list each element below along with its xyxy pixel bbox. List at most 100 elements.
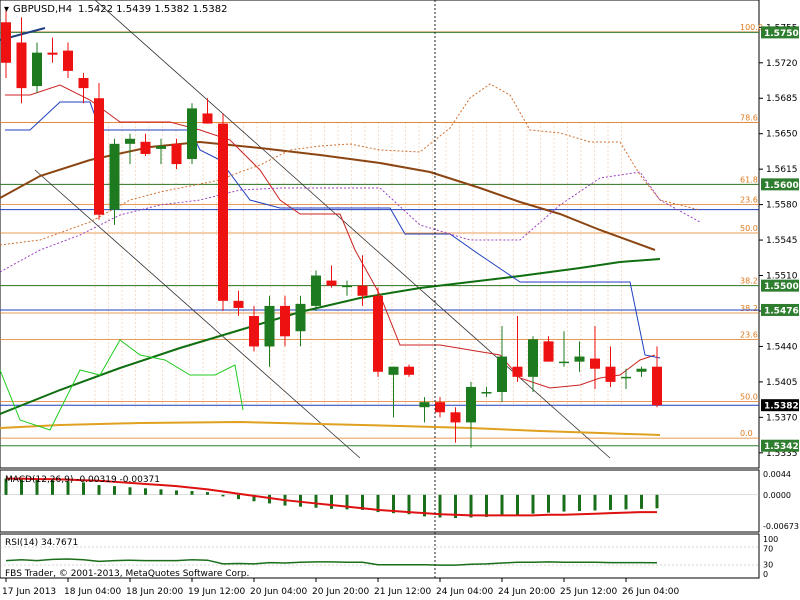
fib-label-7: 23.6 — [740, 330, 758, 339]
price-badge-1.5750 — [761, 26, 799, 39]
macd-bar-36 — [562, 494, 566, 512]
candle-body-21[interactable] — [326, 280, 337, 286]
candle-body-17[interactable] — [264, 305, 275, 347]
x-tick-label-10: 26 Jun 04:00 — [622, 587, 679, 597]
fib-label-4: 50.0 — [740, 224, 758, 233]
tenkan-line — [5, 84, 656, 389]
candle-body-5[interactable] — [78, 77, 89, 89]
candles-layer — [1, 10, 662, 448]
macd-bar-24 — [376, 494, 380, 513]
candle-body-30[interactable] — [466, 386, 476, 423]
price-badge-text-1.5342: 1.5342 — [764, 442, 799, 452]
macd-bar-27 — [423, 494, 426, 517]
trend-channel-lower[interactable] — [34, 169, 361, 459]
x-tick-label-9: 25 Jun 12:00 — [560, 587, 617, 597]
macd-bar-4 — [66, 481, 70, 495]
candle-body-16[interactable] — [249, 316, 259, 347]
candle-body-19[interactable] — [295, 303, 306, 332]
macd-bar-9 — [144, 488, 147, 495]
rsi-label: RSI(14) 34.7671 — [5, 538, 78, 548]
price-badge-text-1.5600: 1.5600 — [764, 181, 799, 191]
candle-body-34[interactable] — [528, 339, 538, 377]
macd-bar-7 — [113, 486, 116, 495]
candle-body-41[interactable] — [636, 368, 647, 372]
footer-copyright: FBS Trader, © 2001-2013, MetaQuotes Soft… — [5, 569, 249, 579]
candle-body-0[interactable] — [1, 22, 11, 63]
candle-body-10[interactable] — [156, 145, 166, 149]
candle-body-33[interactable] — [512, 366, 523, 377]
x-tick-label-2: 18 Jun 20:00 — [126, 587, 183, 597]
price-axis[interactable]: 1.57551.57201.56851.56501.56151.55801.55… — [759, 23, 799, 459]
candle-body-3[interactable] — [47, 52, 58, 55]
price-badge-1.5382 — [761, 399, 799, 412]
fib-label-6: 38.2 — [740, 304, 758, 313]
candle-body-22[interactable] — [342, 285, 352, 288]
candle-body-14[interactable] — [218, 123, 228, 301]
macd-bar-33 — [516, 494, 519, 515]
candle-body-1[interactable] — [16, 42, 27, 89]
candle-body-18[interactable] — [280, 305, 290, 337]
candle-body-12[interactable] — [187, 108, 197, 160]
candle-body-32[interactable] — [497, 356, 507, 393]
price-badge-text-1.5750: 1.5750 — [764, 29, 799, 39]
candle-body-13[interactable] — [202, 113, 213, 124]
fib-label-5: 38.2 — [740, 277, 758, 286]
price-panel[interactable] — [0, 0, 760, 469]
candle-body-15[interactable] — [233, 300, 244, 308]
price-badge-1.5476 — [761, 303, 799, 316]
candle-body-23[interactable] — [357, 285, 368, 296]
x-tick-label-0: 17 Jun 2013 — [2, 587, 56, 597]
fib-label-9: 0.0 — [740, 429, 753, 438]
rsi-panel[interactable] — [0, 533, 760, 579]
candle-body-37[interactable] — [574, 356, 585, 362]
y-tick-label-6: 1.5545 — [766, 236, 798, 246]
y-tick-label-4: 1.5615 — [766, 165, 798, 175]
macd-bar-17 — [268, 494, 271, 504]
macd-bar-0 — [4, 478, 8, 495]
candle-body-9[interactable] — [140, 141, 151, 154]
rsi-tick-1: 70 — [763, 544, 773, 553]
price-badge-text-1.5382: 1.5382 — [764, 402, 799, 412]
candle-body-7[interactable] — [109, 143, 120, 210]
trend-channel-upper[interactable] — [94, 0, 611, 459]
x-tick-label-6: 21 Jun 12:00 — [374, 587, 431, 597]
macd-signal-line — [6, 477, 657, 517]
macd-bar-25 — [392, 494, 395, 514]
price-badge-1.5500 — [761, 279, 799, 292]
macd-tick-1: 0.0000 — [763, 491, 791, 500]
candle-body-11[interactable] — [171, 143, 182, 165]
candle-body-4[interactable] — [63, 50, 73, 71]
y-tick-label-12: 1.5335 — [766, 449, 798, 459]
fib-label-1: 78.6 — [740, 114, 758, 123]
time-axis[interactable]: 17 Jun 2013 18 Jun 04:00 18 Jun 20:00 19 Ju… — [2, 578, 679, 597]
macd-bar-29 — [454, 494, 457, 519]
y-tick-label-1: 1.5720 — [766, 59, 798, 69]
candle-body-40[interactable] — [621, 376, 631, 379]
price-badge-text-1.5500: 1.5500 — [764, 282, 799, 292]
x-tick-label-4: 20 Jun 04:00 — [250, 587, 307, 597]
candle-body-8[interactable] — [125, 138, 135, 144]
candle-body-35[interactable] — [543, 341, 554, 362]
candle-body-31[interactable] — [481, 392, 492, 394]
x-tick-label-1: 18 Jun 04:00 — [64, 587, 121, 597]
macd-bar-11 — [175, 490, 178, 495]
macd-bar-28 — [438, 494, 442, 518]
candle-body-20[interactable] — [311, 275, 321, 306]
candle-body-2[interactable] — [32, 52, 42, 87]
candle-body-6[interactable] — [94, 98, 104, 215]
candle-body-36[interactable] — [559, 361, 569, 364]
candle-body-38[interactable] — [590, 358, 600, 369]
candle-body-39[interactable] — [605, 366, 616, 382]
candle-body-25[interactable] — [388, 366, 399, 375]
rsi-tick-3: 0 — [763, 570, 768, 579]
candle-body-24[interactable] — [373, 295, 383, 372]
candle-body-28[interactable] — [435, 402, 445, 413]
header-symbol: GBPUSD,H4 — [13, 4, 72, 15]
candle-body-29[interactable] — [450, 412, 461, 423]
candle-body-26[interactable] — [404, 366, 414, 375]
candle-body-27[interactable] — [419, 402, 430, 408]
candle-body-42[interactable] — [652, 366, 662, 406]
header-icon: ▾ — [4, 4, 9, 15]
